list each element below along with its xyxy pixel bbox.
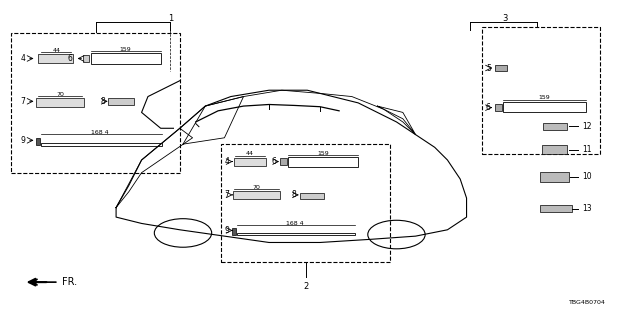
Text: TBG4B0704: TBG4B0704 [569,300,606,305]
Text: 159: 159 [120,47,132,52]
Text: 168 4: 168 4 [92,130,109,135]
Text: 12: 12 [582,122,592,131]
Bar [280,158,287,165]
Bar [540,172,568,182]
Text: 13: 13 [582,204,592,213]
Text: 8: 8 [292,190,296,199]
Bar [38,54,74,63]
Bar [91,53,161,64]
Text: 4: 4 [20,54,26,63]
Bar [540,205,572,212]
Bar [495,104,502,111]
Bar [237,233,355,236]
Text: 8: 8 [100,97,105,106]
Text: 159: 159 [317,150,329,156]
Text: 70: 70 [56,92,64,97]
Text: FR.: FR. [62,277,77,287]
Text: 11: 11 [582,145,592,154]
Text: 7: 7 [225,190,230,199]
Bar [108,99,134,105]
Bar [36,98,84,107]
Text: 10: 10 [582,172,592,181]
Text: 6: 6 [272,157,276,166]
Text: 7: 7 [20,97,26,106]
Bar [221,144,390,261]
Text: 70: 70 [252,185,260,190]
Bar [233,191,280,199]
Bar [503,102,586,112]
Text: 168 4: 168 4 [285,220,303,226]
Bar [541,145,567,154]
Bar [83,55,90,62]
Bar [300,193,324,199]
Bar [232,228,236,235]
Text: 6: 6 [68,54,73,63]
Bar [483,27,600,154]
Text: 6: 6 [486,103,491,112]
Bar [495,65,507,71]
Text: 4: 4 [225,157,230,166]
Text: 5: 5 [486,63,491,73]
Bar [234,158,266,166]
Text: 3: 3 [502,14,508,23]
Bar [288,157,358,167]
Text: 2: 2 [303,282,308,292]
Text: 1: 1 [168,14,173,23]
Text: 159: 159 [538,95,550,100]
Text: 9: 9 [20,136,26,145]
Bar [11,33,180,173]
Bar [41,142,162,146]
Text: 44: 44 [52,48,60,53]
Text: 44: 44 [246,151,254,156]
Bar [36,139,40,145]
Bar [543,123,567,130]
Text: 9: 9 [225,226,230,235]
